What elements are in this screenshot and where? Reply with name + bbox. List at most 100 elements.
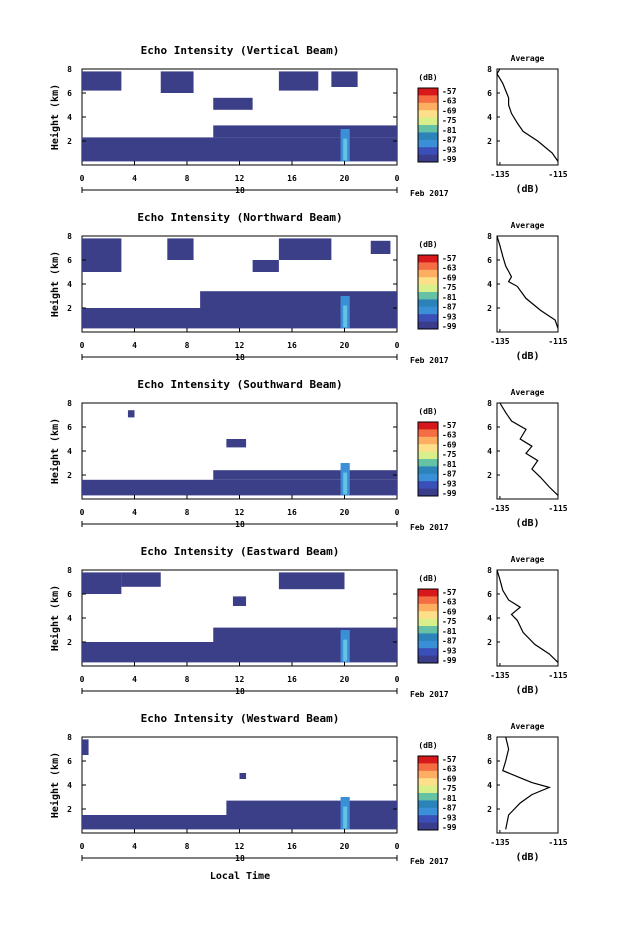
- x-tick-label: 16: [287, 174, 297, 183]
- echo-streak-core: [343, 472, 348, 495]
- x-tick-label: 12: [235, 174, 245, 183]
- y-axis-label: Height (km): [49, 84, 61, 150]
- average-title: Average: [511, 388, 545, 397]
- colorbar-swatch: [418, 139, 438, 148]
- average-x-tick-label: -115: [548, 838, 567, 847]
- echo-region: [278, 238, 332, 260]
- colorbar-swatch: [418, 422, 438, 430]
- average-title: Average: [511, 54, 545, 63]
- date-day-label: 18: [235, 687, 245, 696]
- y-tick-label: 8: [67, 65, 72, 74]
- colorbar-tick-label: -57: [442, 755, 457, 764]
- colorbar-tick-label: -99: [442, 823, 457, 832]
- x-tick-label: 0: [80, 174, 85, 183]
- echo-streak-core: [343, 806, 348, 829]
- y-tick-label: 2: [67, 304, 72, 313]
- average-x-tick-label: -135: [490, 337, 509, 346]
- y-tick-label: 2: [67, 805, 72, 814]
- colorbar-tick-label: -75: [442, 450, 457, 459]
- panel-title: Echo Intensity (Northward Beam): [137, 211, 342, 224]
- colorbar-swatch: [418, 132, 438, 141]
- x-tick-label: 0: [80, 675, 85, 684]
- colorbar-unit: (dB): [418, 73, 437, 82]
- colorbar-swatch: [418, 292, 438, 300]
- x-tick-label: 0: [80, 842, 85, 851]
- average-y-tick-label: 6: [487, 590, 492, 599]
- echo-region: [160, 71, 194, 93]
- x-tick-label: 0: [395, 341, 400, 350]
- average-y-tick-label: 8: [487, 733, 492, 742]
- colorbar-swatch: [418, 451, 438, 460]
- date-month-label: Feb 2017: [410, 857, 449, 866]
- average-y-tick-label: 6: [487, 89, 492, 98]
- y-axis-label: Height (km): [49, 752, 61, 818]
- average-x-tick-label: -115: [548, 337, 567, 346]
- y-tick-label: 8: [67, 399, 72, 408]
- colorbar-tick-label: -75: [442, 784, 457, 793]
- average-y-tick-label: 4: [487, 113, 492, 122]
- y-tick-label: 2: [67, 638, 72, 647]
- colorbar-swatch: [418, 147, 438, 156]
- colorbar-swatch: [418, 785, 438, 794]
- echo-region: [370, 240, 391, 254]
- colorbar-swatch: [418, 822, 438, 831]
- echo-region: [213, 97, 253, 110]
- y-tick-label: 6: [67, 423, 72, 432]
- average-profile-line: [496, 569, 559, 663]
- x-tick-label: 4: [132, 842, 137, 851]
- colorbar-frame: [417, 254, 439, 330]
- colorbar-swatch: [418, 459, 438, 467]
- colorbar-tick-label: -69: [442, 607, 457, 616]
- date-day-label: 18: [235, 854, 245, 863]
- colorbar-swatch: [418, 778, 438, 787]
- colorbar-swatch: [418, 436, 438, 445]
- colorbar-swatch: [418, 88, 438, 96]
- colorbar-swatch: [418, 321, 438, 330]
- colorbar-tick-label: -87: [442, 136, 457, 145]
- colorbar-unit: (dB): [418, 741, 437, 750]
- y-tick-label: 6: [67, 590, 72, 599]
- echo-region: [82, 479, 397, 496]
- colorbar-tick-label: -99: [442, 155, 457, 164]
- x-tick-label: 0: [395, 675, 400, 684]
- colorbar-unit: (dB): [418, 240, 437, 249]
- average-y-tick-label: 4: [487, 280, 492, 289]
- colorbar-swatch: [418, 633, 438, 642]
- average-frame: [496, 569, 559, 667]
- average-x-label: (dB): [515, 852, 539, 863]
- echo-streak-core: [343, 305, 348, 328]
- colorbar-swatch: [418, 269, 438, 278]
- colorbar-tick-label: -69: [442, 273, 457, 282]
- average-x-tick-label: -135: [490, 170, 509, 179]
- colorbar-swatch: [418, 255, 438, 263]
- colorbar-tick-label: -87: [442, 303, 457, 312]
- colorbar-swatch: [418, 626, 438, 634]
- colorbar-swatch: [418, 110, 438, 119]
- colorbar-swatch: [418, 306, 438, 315]
- y-axis-label: Height (km): [49, 418, 61, 484]
- average-y-tick-label: 2: [487, 638, 492, 647]
- colorbar-swatch: [418, 102, 438, 111]
- echo-region: [213, 627, 397, 642]
- colorbar-tick-label: -81: [442, 627, 457, 636]
- panel-title: Echo Intensity (Vertical Beam): [141, 44, 340, 57]
- average-y-tick-label: 2: [487, 137, 492, 146]
- x-tick-label: 8: [185, 842, 190, 851]
- x-tick-label: 12: [235, 508, 245, 517]
- x-tick-label: 0: [395, 508, 400, 517]
- x-tick-label: 16: [287, 675, 297, 684]
- colorbar-tick-label: -63: [442, 264, 457, 273]
- colorbar-swatch: [418, 262, 438, 271]
- echo-region: [278, 572, 345, 590]
- colorbar-tick-label: -87: [442, 470, 457, 479]
- y-tick-label: 2: [67, 137, 72, 146]
- y-tick-label: 2: [67, 471, 72, 480]
- colorbar-tick-label: -93: [442, 145, 457, 154]
- colorbar-tick-label: -87: [442, 804, 457, 813]
- average-frame: [496, 235, 559, 333]
- echo-region: [82, 71, 122, 91]
- colorbar-tick-label: -87: [442, 637, 457, 646]
- panel-0: Echo Intensity (Vertical Beam) 2 4 6 8 Height…: [49, 44, 568, 198]
- colorbar-swatch: [418, 611, 438, 620]
- echo-region: [226, 800, 397, 815]
